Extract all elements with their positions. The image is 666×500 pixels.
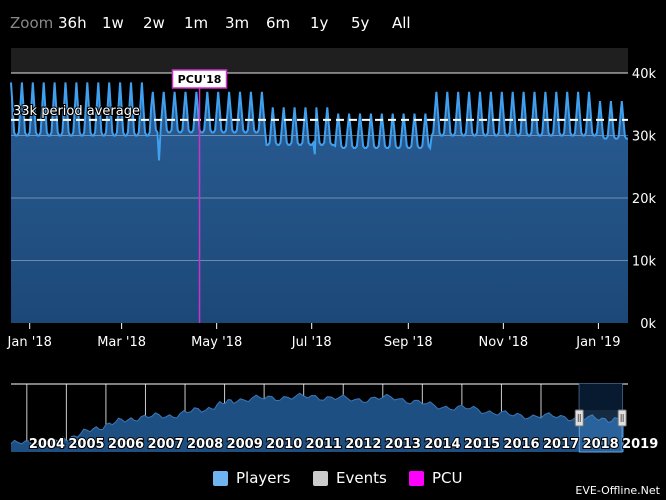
- legend-events[interactable]: Events: [313, 469, 387, 487]
- navigator[interactable]: 2004 2005 2006 2007 2008 2009 2010 2011 2012 2013…: [10, 383, 659, 453]
- navigator-year-label: 2004: [29, 437, 65, 452]
- zoom-3m-button[interactable]: 3m: [225, 14, 250, 32]
- legend-events-label: Events: [336, 469, 387, 487]
- navigator-line: [10, 392, 625, 447]
- main-plot: 33k period average PCU'18 0k 10k 20k 30k 40k Ja…: [7, 48, 657, 350]
- zoom-1w-button[interactable]: 1w: [102, 14, 124, 32]
- pcu-flag[interactable]: [171, 69, 228, 89]
- pcu-flag-label: PCU'18: [178, 73, 222, 86]
- legend-players-label: Players: [236, 469, 291, 487]
- navigator-year-label: 2006: [108, 437, 144, 452]
- pcu-swatch: [409, 470, 424, 486]
- navigator-year-label: 2015: [464, 437, 500, 452]
- zoom-all-button[interactable]: All: [392, 14, 411, 32]
- average-label: 33k period average: [13, 104, 140, 119]
- navigator-year-label: 2010: [266, 437, 302, 452]
- navigator-year-label: 2011: [306, 437, 342, 452]
- upper-band: [11, 48, 628, 73]
- x-tick-label: Sep '18: [384, 335, 433, 350]
- zoom-5y-button[interactable]: 5y: [351, 14, 370, 32]
- legend-pcu-label: PCU: [432, 469, 463, 487]
- zoom-2w-button[interactable]: 2w: [143, 14, 165, 32]
- navigator-year-label: 2018: [583, 437, 619, 452]
- zoom-6m-button[interactable]: 6m: [266, 14, 291, 32]
- y-tick-label: 0k: [640, 317, 656, 332]
- players-swatch: [213, 470, 228, 486]
- credit-text: EVE-Offline.Net: [575, 484, 660, 497]
- x-tick-label: Nov '18: [479, 335, 529, 350]
- zoom-label: Zoom: [10, 14, 54, 32]
- x-tick-label: Jan '18: [7, 335, 52, 350]
- navigator-year-label: 2012: [345, 437, 381, 452]
- players-area: [11, 82, 628, 324]
- navigator-handle-right[interactable]: [617, 409, 627, 427]
- y-tick-label: 40k: [632, 67, 657, 82]
- y-tick-label: 20k: [632, 192, 657, 207]
- zoom-1y-button[interactable]: 1y: [310, 14, 329, 32]
- zoom-1m-button[interactable]: 1m: [184, 14, 209, 32]
- navigator-handle-left[interactable]: [574, 409, 584, 427]
- navigator-year-label: 2016: [503, 437, 539, 452]
- navigator-selection-top: [579, 384, 623, 410]
- navigator-year-label: 2007: [147, 437, 183, 452]
- navigator-year-label: 2008: [187, 437, 223, 452]
- navigator-area: [11, 393, 624, 452]
- legend-players[interactable]: Players: [213, 469, 291, 487]
- events-swatch: [313, 470, 328, 486]
- navigator-year-label: 2013: [385, 437, 421, 452]
- navigator-year-label: 2017: [543, 437, 579, 452]
- players-line: [10, 82, 628, 161]
- navigator-year-label: 2014: [424, 437, 460, 452]
- x-tick-label: Jul '18: [291, 335, 332, 350]
- zoom-36h-button[interactable]: 36h: [58, 14, 87, 32]
- legend-pcu[interactable]: PCU: [409, 469, 463, 487]
- y-tick-label: 30k: [632, 130, 657, 145]
- x-tick-label: Mar '18: [97, 335, 146, 350]
- x-tick-label: Jan '19: [575, 335, 620, 350]
- x-tick-label: May '18: [191, 335, 242, 350]
- navigator-year-label: 2005: [68, 437, 104, 452]
- navigator-year-label: 2009: [227, 437, 263, 452]
- navigator-year-label: 2019: [622, 437, 658, 452]
- y-tick-label: 10k: [632, 255, 657, 270]
